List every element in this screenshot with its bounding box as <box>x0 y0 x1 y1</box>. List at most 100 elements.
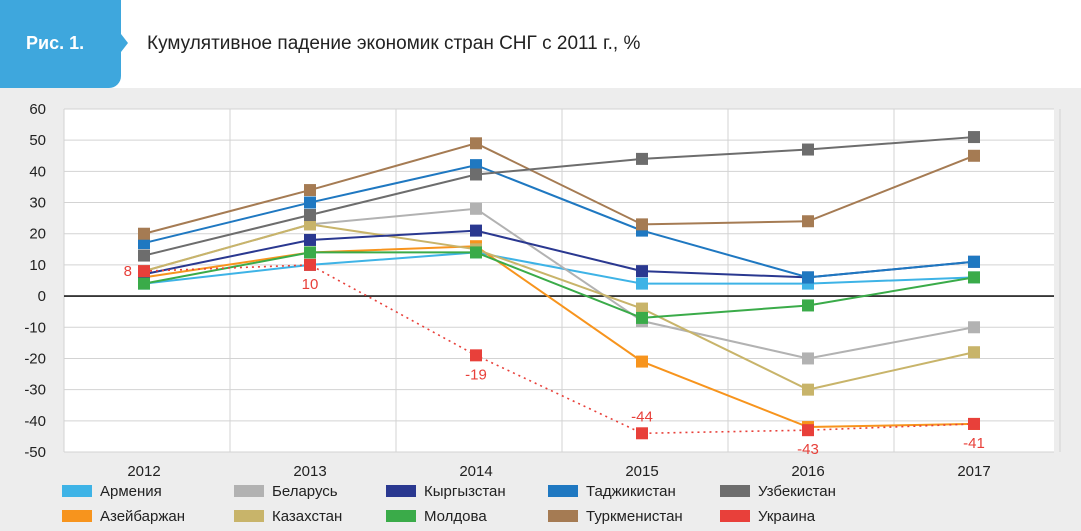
legend-label: Кыргызстан <box>424 483 506 500</box>
legend-swatch <box>720 510 750 522</box>
legend-label: Азейбаржан <box>100 508 185 525</box>
series-line <box>143 264 975 435</box>
y-tick-label: 50 <box>29 132 46 149</box>
chart-title: Кумулятивное падение экономик стран СНГ … <box>147 33 641 54</box>
data-point-marker <box>470 202 482 215</box>
data-point-marker <box>636 355 648 368</box>
data-point-marker <box>470 168 482 181</box>
data-point-marker <box>802 271 814 284</box>
figure-label-tab: Рис. 1. <box>0 0 121 88</box>
data-label: -44 <box>631 408 653 425</box>
legend-swatch <box>720 485 750 497</box>
y-tick-label: 10 <box>29 257 46 274</box>
data-point-marker <box>802 215 814 228</box>
figure-header: Рис. 1. Кумулятивное падение экономик ст… <box>0 0 1081 88</box>
data-label: 10 <box>302 276 319 293</box>
y-tick-label: 20 <box>29 226 46 243</box>
data-point-marker <box>470 159 482 172</box>
data-point-marker <box>636 152 648 165</box>
data-point-marker <box>968 321 980 334</box>
x-tick-label: 2016 <box>791 463 824 480</box>
y-tick-label: -40 <box>24 413 46 430</box>
legend-label: Украина <box>758 508 816 525</box>
legend-label: Армения <box>100 483 162 500</box>
series-line <box>143 245 975 429</box>
data-point-marker <box>304 209 316 222</box>
data-point-marker <box>470 349 482 362</box>
data-point-marker <box>138 265 150 278</box>
data-point-marker <box>968 417 980 430</box>
data-point-marker <box>802 352 814 365</box>
series-line <box>143 223 975 391</box>
data-point-marker <box>968 149 980 162</box>
series-line <box>143 164 975 279</box>
data-point-marker <box>968 346 980 359</box>
data-point-marker <box>470 246 482 259</box>
data-point-marker <box>636 218 648 231</box>
legend-swatch <box>386 510 416 522</box>
data-point-marker <box>304 246 316 259</box>
x-tick-label: 2017 <box>957 463 990 480</box>
data-point-marker <box>304 196 316 209</box>
chart-area: 60 50 40 30 20 10 0 -10 -20 -30 -40 -50 2012 2013 2014… <box>0 88 1081 531</box>
legend-swatch <box>386 485 416 497</box>
legend-label: Казахстан <box>272 508 342 525</box>
data-point-marker <box>802 424 814 437</box>
legend-label: Молдова <box>424 508 487 525</box>
legend-swatch <box>548 510 578 522</box>
data-point-marker <box>636 277 648 290</box>
series-line <box>143 251 975 319</box>
data-label: -19 <box>465 366 487 383</box>
x-tick-label: 2014 <box>459 463 492 480</box>
data-point-marker <box>304 258 316 271</box>
y-tick-label: 0 <box>38 288 46 305</box>
data-point-marker <box>968 271 980 284</box>
data-label: -41 <box>963 435 985 452</box>
x-tick-label: 2012 <box>127 463 160 480</box>
x-tick-label: 2013 <box>293 463 326 480</box>
series-line <box>143 136 975 257</box>
series-line <box>143 251 975 285</box>
data-point-marker <box>968 255 980 268</box>
data-point-marker <box>304 233 316 246</box>
legend-swatch <box>548 485 578 497</box>
legend-swatch <box>62 510 92 522</box>
figure-label: Рис. 1. <box>26 33 85 53</box>
data-point-marker <box>138 277 150 290</box>
legend-swatch <box>234 510 264 522</box>
data-label: 8 <box>124 263 132 280</box>
data-point-marker <box>138 227 150 240</box>
y-tick-label: -30 <box>24 382 46 399</box>
data-point-marker <box>636 302 648 315</box>
data-point-marker <box>138 237 150 250</box>
data-point-marker <box>802 299 814 312</box>
y-tick-label: 30 <box>29 195 46 212</box>
figure-tab-arrow <box>121 34 128 52</box>
legend-swatch <box>62 485 92 497</box>
y-tick-label: 40 <box>29 163 46 180</box>
series-line <box>143 142 975 235</box>
x-tick-label: 2015 <box>625 463 658 480</box>
legend-label: Узбекистан <box>758 483 836 500</box>
data-point-marker <box>636 265 648 278</box>
y-tick-label: -20 <box>24 350 46 367</box>
data-point-marker <box>470 137 482 150</box>
data-point-marker <box>636 427 648 440</box>
legend-label: Беларусь <box>272 483 338 500</box>
y-tick-label: 60 <box>29 101 46 118</box>
data-label: -43 <box>797 441 819 458</box>
data-point-marker <box>304 184 316 197</box>
line-chart: 60 50 40 30 20 10 0 -10 -20 -30 -40 -50 2012 2013 2014… <box>24 101 1061 525</box>
y-tick-label: -50 <box>24 444 46 461</box>
data-point-marker <box>802 383 814 396</box>
data-point-marker <box>304 218 316 231</box>
data-point-marker <box>802 143 814 156</box>
data-point-marker <box>470 224 482 237</box>
legend-swatch <box>234 485 264 497</box>
data-point-marker <box>968 131 980 144</box>
legend-label: Туркменистан <box>586 508 683 525</box>
legend-label: Таджикистан <box>586 483 676 500</box>
data-point-marker <box>636 311 648 324</box>
data-point-marker <box>138 249 150 262</box>
y-tick-label: -10 <box>24 319 46 336</box>
